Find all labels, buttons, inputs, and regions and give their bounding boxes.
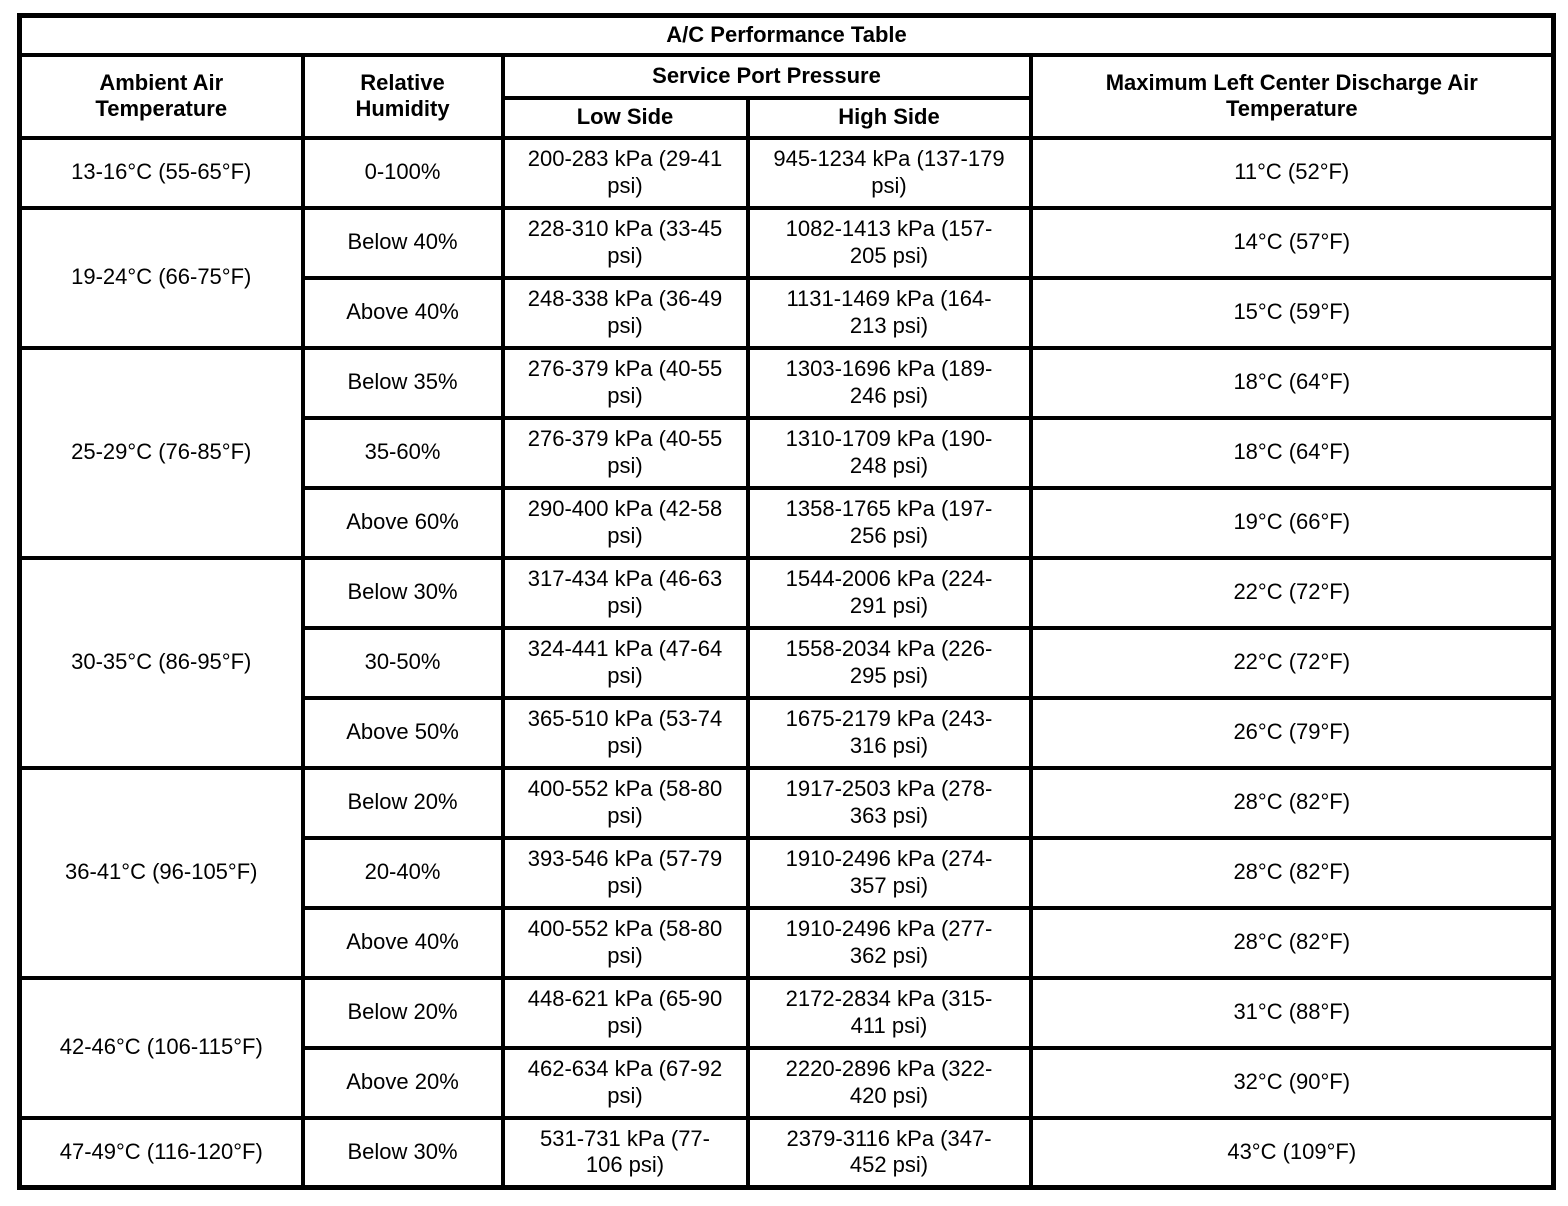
low-side-cell: 400-552 kPa (58-80 psi) [500,765,750,840]
high-side-cell: 1558-2034 kPa (226- 295 psi) [745,625,1033,700]
humidity-cell: Below 20% [300,765,505,840]
low-side-cell: 276-379 kPa (40-55 psi) [500,415,750,490]
header-low-side: Low Side [500,95,750,140]
low-side-cell: 200-283 kPa (29-41 psi) [500,135,750,210]
discharge-cell: 28°C (82°F) [1028,765,1556,840]
humidity-cell: 20-40% [300,835,505,910]
high-side-cell: 1544-2006 kPa (224- 291 psi) [745,555,1033,630]
humidity-cell: Above 50% [300,695,505,770]
table-row: 20-40% 393-546 kPa (57-79 psi) 1910-2496… [20,835,1556,910]
discharge-cell: 26°C (79°F) [1028,695,1556,770]
header-service-port-pressure: Service Port Pressure [500,52,1033,100]
high-side-cell: 2220-2896 kPa (322- 420 psi) [745,1045,1033,1120]
table-row: Above 40% 400-552 kPa (58-80 psi) 1910-2… [20,905,1556,980]
ambient-cell: 42-46°C (106-115°F) [17,975,305,1120]
discharge-cell: 18°C (64°F) [1028,415,1556,490]
discharge-cell: 14°C (57°F) [1028,205,1556,280]
discharge-cell: 28°C (82°F) [1028,905,1556,980]
low-side-cell: 448-621 kPa (65-90 psi) [500,975,750,1050]
humidity-cell: Above 40% [300,905,505,980]
table-row: 47-49°C (116-120°F) Below 30% 531-731 kP… [17,1115,1556,1190]
humidity-cell: 35-60% [300,415,505,490]
low-side-cell: 393-546 kPa (57-79 psi) [500,835,750,910]
humidity-cell: 0-100% [300,135,505,210]
high-side-cell: 945-1234 kPa (137-179 psi) [745,135,1033,210]
header-ambient-air-temperature: Ambient Air Temperature [17,52,305,140]
discharge-cell: 18°C (64°F) [1028,345,1556,420]
discharge-cell: 43°C (109°F) [1028,1115,1556,1190]
low-side-cell: 276-379 kPa (40-55 psi) [500,345,750,420]
low-side-cell: 531-731 kPa (77- 106 psi) [500,1115,750,1190]
low-side-cell: 248-338 kPa (36-49 psi) [500,275,750,350]
table-row: 25-29°C (76-85°F) Below 35% 276-379 kPa … [17,345,1556,560]
high-side-cell: 1917-2503 kPa (278- 363 psi) [745,765,1033,840]
table-row: Above 50% 365-510 kPa (53-74 psi) 1675-2… [20,695,1556,770]
humidity-cell: Below 40% [300,205,505,280]
ambient-cell: 19-24°C (66-75°F) [17,205,305,350]
discharge-cell: 22°C (72°F) [1028,625,1556,700]
discharge-cell: 31°C (88°F) [1028,975,1556,1050]
high-side-cell: 1675-2179 kPa (243- 316 psi) [745,695,1033,770]
high-side-cell: 2379-3116 kPa (347- 452 psi) [745,1115,1033,1190]
humidity-cell: Below 20% [300,975,505,1050]
ac-performance-table: A/C Performance Table Ambient Air Temper… [17,13,1557,1190]
table-row: 42-46°C (106-115°F) Below 20% 448-621 kP… [17,975,1556,1120]
table-row: Above 60% 290-400 kPa (42-58 psi) 1358-1… [20,485,1556,560]
discharge-cell: 28°C (82°F) [1028,835,1556,910]
low-side-cell: 228-310 kPa (33-45 psi) [500,205,750,280]
discharge-cell: 22°C (72°F) [1028,555,1556,630]
table-row: 36-41°C (96-105°F) Below 20% 400-552 kPa… [17,765,1556,980]
ambient-cell: 36-41°C (96-105°F) [17,765,305,980]
discharge-cell: 11°C (52°F) [1028,135,1556,210]
low-side-cell: 324-441 kPa (47-64 psi) [500,625,750,700]
table-row: 35-60% 276-379 kPa (40-55 psi) 1310-1709… [20,415,1556,490]
table-title-row: A/C Performance Table [17,13,1556,57]
table-row: Above 40% 248-338 kPa (36-49 psi) 1131-1… [20,275,1556,350]
ambient-cell: 13-16°C (55-65°F) [17,135,305,210]
high-side-cell: 1910-2496 kPa (274- 357 psi) [745,835,1033,910]
header-max-discharge-air-temperature: Maximum Left Center Discharge Air Temper… [1028,52,1556,140]
low-side-cell: 290-400 kPa (42-58 psi) [500,485,750,560]
table-title: A/C Performance Table [17,13,1556,57]
high-side-cell: 1082-1413 kPa (157- 205 psi) [745,205,1033,280]
discharge-cell: 32°C (90°F) [1028,1045,1556,1120]
ambient-cell: 47-49°C (116-120°F) [17,1115,305,1190]
humidity-cell: Above 20% [300,1045,505,1120]
high-side-cell: 2172-2834 kPa (315- 411 psi) [745,975,1033,1050]
humidity-cell: 30-50% [300,625,505,700]
header-row-top: Ambient Air Temperature Relative Humidit… [17,52,1556,140]
table-row: 30-50% 324-441 kPa (47-64 psi) 1558-2034… [20,625,1556,700]
discharge-cell: 15°C (59°F) [1028,275,1556,350]
header-high-side: High Side [745,95,1033,140]
table-row: 13-16°C (55-65°F) 0-100% 200-283 kPa (29… [17,135,1556,210]
high-side-cell: 1310-1709 kPa (190- 248 psi) [745,415,1033,490]
ambient-cell: 25-29°C (76-85°F) [17,345,305,560]
humidity-cell: Above 60% [300,485,505,560]
low-side-cell: 365-510 kPa (53-74 psi) [500,695,750,770]
humidity-cell: Above 40% [300,275,505,350]
header-relative-humidity: Relative Humidity [300,52,505,140]
table-row: Above 20% 462-634 kPa (67-92 psi) 2220-2… [20,1045,1556,1120]
humidity-cell: Below 30% [300,555,505,630]
discharge-cell: 19°C (66°F) [1028,485,1556,560]
table-row: 30-35°C (86-95°F) Below 30% 317-434 kPa … [17,555,1556,770]
table-row: 19-24°C (66-75°F) Below 40% 228-310 kPa … [17,205,1556,350]
high-side-cell: 1131-1469 kPa (164- 213 psi) [745,275,1033,350]
ambient-cell: 30-35°C (86-95°F) [17,555,305,770]
header-row-sub: Low Side High Side [20,95,1554,140]
high-side-cell: 1358-1765 kPa (197- 256 psi) [745,485,1033,560]
low-side-cell: 462-634 kPa (67-92 psi) [500,1045,750,1120]
humidity-cell: Below 30% [300,1115,505,1190]
high-side-cell: 1303-1696 kPa (189- 246 psi) [745,345,1033,420]
low-side-cell: 400-552 kPa (58-80 psi) [500,905,750,980]
high-side-cell: 1910-2496 kPa (277- 362 psi) [745,905,1033,980]
low-side-cell: 317-434 kPa (46-63 psi) [500,555,750,630]
humidity-cell: Below 35% [300,345,505,420]
